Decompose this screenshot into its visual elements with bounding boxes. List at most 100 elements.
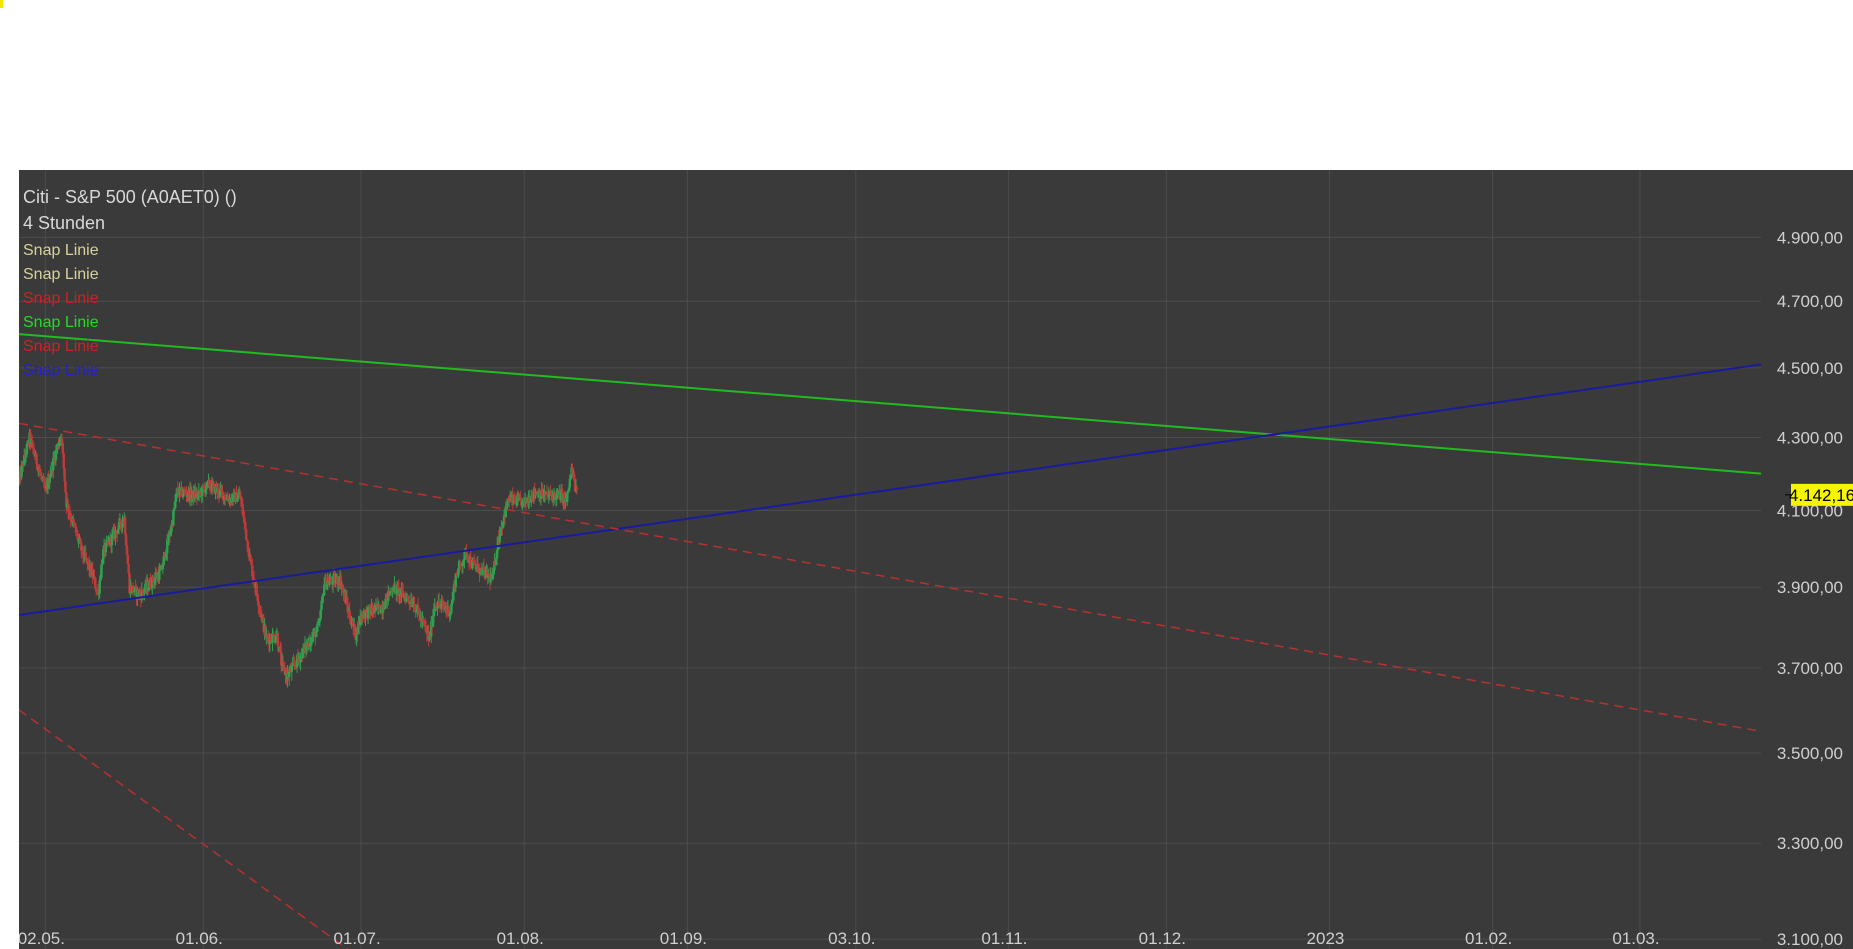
legend-item[interactable]: Snap Linie bbox=[23, 362, 99, 379]
candle-body bbox=[345, 597, 349, 605]
candle-body bbox=[353, 624, 357, 638]
candle-body bbox=[310, 637, 314, 643]
candle-body bbox=[411, 606, 415, 608]
candle-body bbox=[79, 538, 82, 543]
candle-body bbox=[410, 601, 414, 607]
candle-body bbox=[102, 549, 105, 564]
candle-body bbox=[276, 633, 279, 646]
y-tick-label: 3.700,00 bbox=[1777, 659, 1843, 678]
candle-body bbox=[20, 466, 23, 478]
legend-item[interactable]: Snap Linie bbox=[23, 266, 99, 283]
candle-body bbox=[472, 560, 475, 563]
candle-body bbox=[480, 568, 484, 570]
candle-body bbox=[368, 606, 372, 611]
legend-item[interactable]: Snap Linie bbox=[23, 290, 99, 307]
candle-body bbox=[30, 440, 34, 443]
candle-body bbox=[547, 494, 550, 497]
candle-body bbox=[223, 495, 227, 500]
candle-body bbox=[96, 591, 100, 594]
legend-item[interactable]: Snap Linie bbox=[23, 338, 99, 355]
candle-body bbox=[423, 624, 427, 627]
candle-body bbox=[395, 585, 399, 595]
candle-body bbox=[403, 595, 407, 597]
candle-body bbox=[496, 537, 500, 551]
candle-body bbox=[493, 560, 496, 571]
candle-body bbox=[110, 534, 114, 545]
candle-body bbox=[180, 487, 184, 497]
candle-body bbox=[189, 488, 193, 499]
axis-labels-layer: 4.900,00 4.700,00 4.500,00 4.300,00 4.100,00… bbox=[19, 228, 1853, 949]
candle-body bbox=[220, 488, 223, 492]
candle-body bbox=[566, 490, 570, 493]
candle-body bbox=[242, 514, 245, 518]
candle-body bbox=[201, 486, 204, 496]
candle-body bbox=[434, 604, 437, 607]
candle-body bbox=[25, 444, 29, 455]
candle-body bbox=[323, 584, 326, 596]
candle-body bbox=[266, 637, 270, 640]
candle-body bbox=[571, 467, 574, 476]
candle-body bbox=[491, 574, 494, 580]
candle-body bbox=[457, 568, 460, 576]
candle-body bbox=[94, 578, 97, 589]
candle-body bbox=[492, 570, 495, 575]
candle-body bbox=[528, 497, 531, 503]
candle-body bbox=[221, 491, 224, 493]
candle-body bbox=[240, 500, 243, 505]
chart-panel[interactable]: 4.900,00 4.700,00 4.500,00 4.300,00 4.100,00… bbox=[19, 170, 1853, 949]
candles-layer bbox=[19, 428, 579, 688]
candle-body bbox=[202, 487, 206, 489]
candle-body bbox=[235, 492, 238, 502]
candle-body bbox=[407, 596, 410, 601]
candle-body bbox=[513, 495, 516, 501]
candle-body bbox=[166, 539, 169, 554]
candle-body bbox=[471, 560, 474, 569]
candle-body bbox=[77, 540, 80, 542]
candle-body bbox=[81, 546, 85, 556]
candle-body bbox=[482, 566, 486, 571]
candle-body bbox=[250, 561, 253, 566]
candle-body bbox=[394, 584, 397, 586]
candle-body bbox=[341, 586, 344, 589]
candle-body bbox=[40, 476, 44, 478]
candle-body bbox=[319, 609, 322, 620]
candle-body bbox=[533, 488, 536, 495]
candle-body bbox=[32, 448, 36, 454]
candle-body bbox=[455, 573, 458, 575]
candle-body bbox=[317, 622, 321, 625]
legend-item[interactable]: Snap Linie bbox=[23, 242, 99, 259]
candle-body bbox=[279, 647, 282, 653]
chart-interval: 4 Stunden bbox=[23, 213, 106, 233]
candle-body bbox=[238, 493, 242, 497]
candle-body bbox=[165, 553, 168, 558]
candle-body bbox=[119, 519, 122, 526]
candle-body bbox=[259, 608, 262, 611]
candle-body bbox=[72, 518, 75, 523]
candle-body bbox=[477, 563, 480, 573]
y-tick-label: 3.900,00 bbox=[1777, 578, 1843, 597]
candle-body bbox=[132, 591, 136, 593]
candle-body bbox=[469, 557, 472, 567]
legend-item[interactable]: Snap Linie bbox=[23, 314, 99, 331]
candle-body bbox=[318, 619, 322, 623]
candle-body bbox=[201, 486, 205, 488]
candle-body bbox=[152, 576, 155, 582]
candle-body bbox=[486, 569, 489, 578]
candle-body bbox=[147, 587, 151, 591]
candle-body bbox=[383, 607, 386, 610]
candle-body bbox=[190, 494, 193, 499]
candle-body bbox=[283, 667, 286, 675]
chart-canvas[interactable]: 4.900,00 4.700,00 4.500,00 4.300,00 4.100,00… bbox=[19, 170, 1853, 949]
candle-body bbox=[273, 640, 277, 642]
candle-body bbox=[293, 662, 296, 665]
candle-body bbox=[208, 479, 211, 488]
candle-body bbox=[366, 607, 370, 619]
candle-body bbox=[529, 501, 532, 503]
candle-body bbox=[538, 492, 542, 500]
candle-body bbox=[124, 534, 128, 546]
candle-body bbox=[508, 498, 512, 501]
candle-body bbox=[115, 530, 118, 532]
candle-body bbox=[424, 626, 428, 629]
candle-body bbox=[454, 573, 458, 588]
candle-body bbox=[295, 655, 299, 668]
